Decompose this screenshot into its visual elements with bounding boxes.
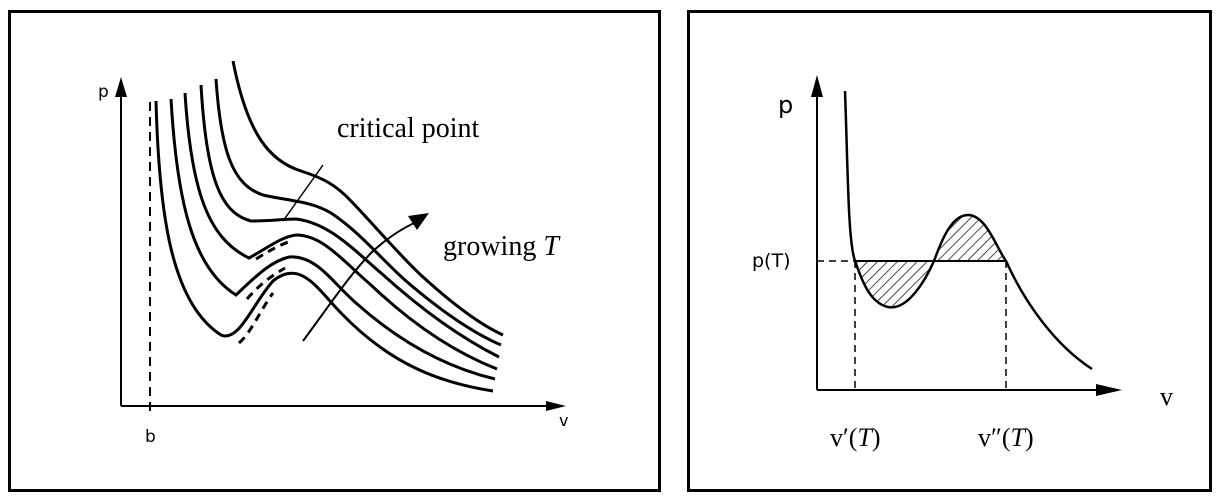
- maxwell-construction-panel: p v p(T) v′(T) v″(T): [687, 10, 1212, 492]
- growing-t-prefix: growing: [443, 231, 543, 262]
- critical-point-pointer: [282, 164, 324, 222]
- covolume-b-label: b: [145, 427, 156, 447]
- maxwell-construction-diagram: p v p(T) v′(T) v″(T): [752, 75, 1173, 452]
- isotherm-4-critical: [199, 84, 500, 359]
- v-prime-t: T: [857, 423, 873, 452]
- growing-t-variable: T: [543, 231, 561, 262]
- lower-hatched-area: [855, 261, 934, 308]
- pressure-level-label: p(T): [752, 250, 791, 272]
- x-axis-arrowhead: [1096, 384, 1122, 396]
- isotherm-3: [183, 92, 498, 371]
- x-axis-label: v: [1160, 382, 1173, 411]
- isotherm-family-diagram: p v b critical point growing T: [98, 60, 568, 447]
- v-double-prime-close: ): [1025, 423, 1034, 452]
- y-axis-arrowhead: [115, 77, 127, 97]
- y-axis-arrowhead: [811, 75, 823, 97]
- x-axis-label: v: [559, 411, 568, 430]
- isotherm-1: [154, 100, 494, 393]
- y-axis-label: p: [778, 91, 793, 119]
- v-prime-prefix: v′(: [830, 423, 857, 452]
- v-prime-label: v′(T): [830, 423, 881, 452]
- v-prime-close: ): [872, 423, 881, 452]
- v-double-prime-label: v″(T): [978, 423, 1034, 452]
- isotherm-3-unstable-dashed: [255, 239, 292, 261]
- upper-hatched-area: [934, 215, 1006, 261]
- x-axis-arrowhead: [546, 401, 566, 411]
- isotherm-2-unstable-dashed: [245, 266, 286, 300]
- v-double-prime-t: T: [1011, 423, 1027, 452]
- critical-point-label: critical point: [337, 113, 480, 144]
- isotherm-5: [214, 78, 502, 347]
- y-axis-label: p: [98, 82, 109, 102]
- isotherm-1-unstable-dashed: [237, 292, 275, 345]
- isotherm-6: [231, 60, 504, 337]
- v-double-prime-prefix: v″(: [978, 423, 1011, 452]
- isotherm-2: [169, 98, 496, 381]
- growing-t-label: growing T: [443, 231, 561, 262]
- growing-t-arrowhead: [408, 213, 429, 230]
- isotherm-family-panel: p v b critical point growing T: [8, 10, 661, 492]
- growing-t-arrow: [302, 219, 422, 342]
